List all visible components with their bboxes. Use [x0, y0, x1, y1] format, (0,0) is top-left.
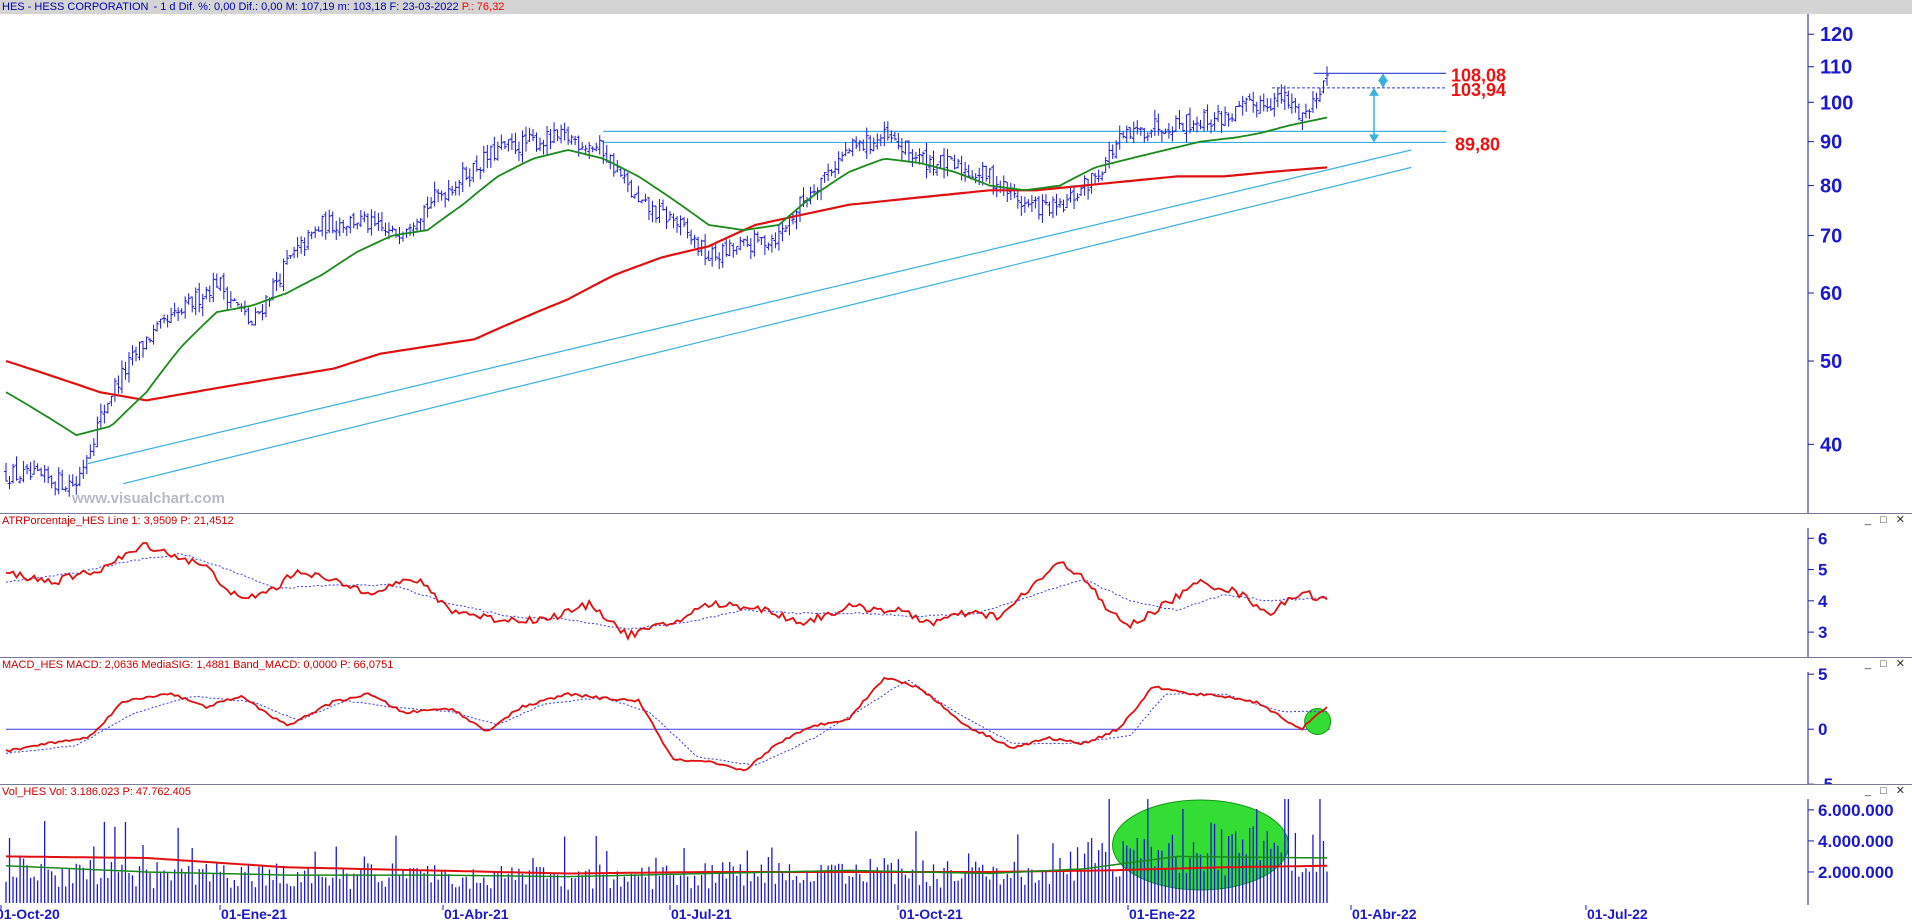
macd-y-tick-label: 0 — [1818, 720, 1827, 739]
period-label: P.: 76,32 — [458, 1, 505, 13]
atr-signal-line — [5, 553, 1328, 630]
arrow-head-upper-bottom — [1378, 79, 1388, 88]
price-y-tick-label: 120 — [1820, 24, 1853, 46]
macd-highlight-circle — [1304, 708, 1332, 735]
atr-window-controls[interactable]: _ □ ✕ — [1864, 514, 1908, 526]
atr-y-tick-label: 4 — [1818, 592, 1828, 611]
arrow-head-lower-top — [1369, 87, 1379, 96]
price-y-tick-label: 80 — [1820, 176, 1842, 198]
ma200-line — [5, 166, 1328, 402]
chart-header-bar: HES - HESS CORPORATION - 1 d Dif. %: 0,0… — [0, 0, 1912, 14]
volume-panel[interactable]: Vol_HES Vol: 3.186.023 P: 47.762.405 _ □… — [0, 785, 1912, 905]
watermark-text: www.visualchart.com — [71, 490, 225, 507]
macd-signal-line — [5, 679, 1328, 766]
channel-upper-line — [87, 149, 1412, 465]
target-label: 108,08 — [1451, 65, 1506, 85]
date-tick-label: 01-Jul-22 — [1587, 906, 1648, 922]
atr-chart[interactable]: 6 5 4 3 — [0, 514, 1912, 657]
price-panel[interactable]: HES - HESS CORPORATION - 1 d Dif. %: 0,0… — [0, 0, 1912, 514]
symbol-label: HES - HESS CORPORATION — [2, 1, 149, 13]
arrow-head-upper-top — [1378, 73, 1388, 82]
atr-y-tick-label: 3 — [1818, 623, 1827, 642]
price-y-tick-label: 40 — [1820, 434, 1842, 456]
volume-y-tick-label: 4.000.000 — [1818, 832, 1894, 851]
price-y-tick-label: 110 — [1820, 57, 1852, 79]
macd-panel[interactable]: MACD_HES MACD: 2,0636 MediaSIG: 1,4881 B… — [0, 658, 1912, 785]
date-tick-label: 01-Abr-21 — [444, 906, 509, 922]
volume-window-controls[interactable]: _ □ ✕ — [1864, 785, 1908, 797]
date-axis: 01-Oct-20 01-Ene-21 01-Abr-21 01-Jul-21 01-O… — [0, 905, 1912, 922]
target-label: 89,80 — [1455, 134, 1500, 154]
macd-window-controls[interactable]: _ □ ✕ — [1864, 658, 1908, 670]
macd-y-tick-label: 5 — [1818, 665, 1827, 684]
volume-y-tick-label: 2.000.000 — [1818, 863, 1894, 882]
date-tick-label: 01-Ene-21 — [221, 906, 287, 922]
date-tick-label: 01-Ene-22 — [1129, 906, 1195, 922]
date-tick-label: 01-Abr-22 — [1352, 906, 1417, 922]
price-y-tick-label: 70 — [1820, 225, 1842, 247]
date-tick-label: 01-Jul-21 — [671, 906, 732, 922]
macd-panel-title: MACD_HES MACD: 2,0636 MediaSIG: 1,4881 B… — [2, 659, 394, 671]
atr-y-tick-label: 6 — [1818, 529, 1827, 548]
macd-chart[interactable]: 5 0 -5 — [0, 658, 1912, 784]
price-y-tick-label: 50 — [1820, 351, 1842, 373]
volume-chart[interactable]: 6.000.000 4.000.000 2.000.000 — [0, 785, 1912, 905]
price-y-tick-label: 100 — [1820, 92, 1853, 114]
date-axis-svg: 01-Oct-20 01-Ene-21 01-Abr-21 01-Jul-21 01-O… — [0, 905, 1648, 922]
volume-y-tick-label: 6.000.000 — [1818, 801, 1894, 820]
price-y-tick-label: 60 — [1820, 283, 1842, 305]
date-tick-label: 01-Oct-20 — [0, 906, 60, 922]
quote-info: - 1 d Dif. %: 0,00 Dif.: 0,00 M: 107,19 … — [150, 1, 459, 13]
date-tick-label: 01-Oct-21 — [899, 906, 963, 922]
channel-lower-line — [122, 166, 1412, 485]
macd-y-tick-label: -5 — [1818, 775, 1833, 784]
arrow-head-lower-bottom — [1369, 134, 1379, 143]
ma50-line — [5, 116, 1328, 437]
atr-y-tick-label: 5 — [1818, 561, 1827, 580]
volume-ma-fast — [5, 855, 1328, 878]
target-label: 103,94 — [1451, 80, 1506, 100]
atr-line — [5, 541, 1328, 642]
macd-line — [5, 676, 1328, 772]
volume-panel-title: Vol_HES Vol: 3.186.023 P: 47.762.405 — [2, 786, 191, 798]
volume-ma-slow — [5, 855, 1328, 875]
atr-panel-title: ATRPorcentaje_HES Line 1: 3,9509 P: 21,4… — [2, 515, 234, 527]
price-y-tick-label: 90 — [1820, 132, 1842, 154]
atr-panel[interactable]: ATRPorcentaje_HES Line 1: 3,9509 P: 21,4… — [0, 514, 1912, 658]
